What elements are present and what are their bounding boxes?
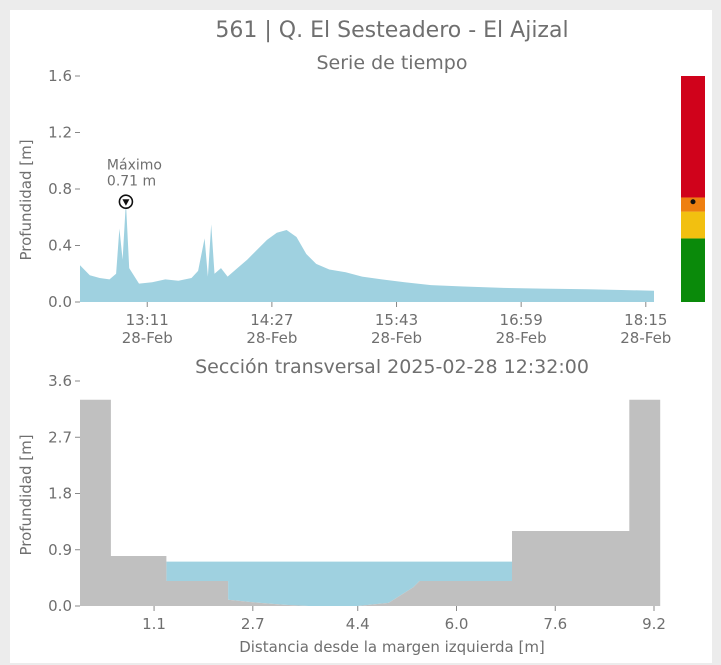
- alert-level-segment: [681, 238, 705, 302]
- timeseries-x-tick-date: 28-Feb: [246, 329, 297, 347]
- section-y-axis: 0.0 0.9 1.8 2.7 3.6: [48, 372, 80, 615]
- page-title: 561 | Q. El Sesteadero - El Ajizal: [215, 18, 568, 43]
- timeseries-y-tick-label: 0.0: [48, 293, 72, 311]
- timeseries-y-tick-label: 0.4: [48, 237, 72, 255]
- section-y-tick-label: 3.6: [48, 372, 72, 390]
- chart-canvas: 561 | Q. El Sesteadero - El Ajizal Serie…: [17, 18, 705, 656]
- timeseries-ylabel: Profundidad [m]: [17, 139, 35, 260]
- section-y-tick-label: 2.7: [48, 428, 72, 446]
- alert-level-segment: [681, 211, 705, 239]
- timeseries-x-tick-date: 28-Feb: [620, 329, 671, 347]
- max-annotation: Máximo 0.71 m: [107, 158, 162, 210]
- section-xlabel: Distancia desde la margen izquierda [m]: [239, 638, 545, 656]
- max-annotation-label: Máximo: [107, 158, 162, 174]
- section-water: [166, 561, 512, 606]
- section-ground: [80, 399, 661, 606]
- alert-level-bar: [681, 76, 705, 302]
- section-x-axis: 1.1 2.7 4.4 6.0 7.6 9.2: [142, 606, 666, 633]
- timeseries-x-tick-time: 14:27: [250, 311, 293, 329]
- timeseries-x-tick-date: 28-Feb: [496, 329, 547, 347]
- section-x-tick-label: 9.2: [642, 615, 666, 633]
- alert-current-marker: [690, 199, 696, 205]
- timeseries-area: [80, 201, 654, 302]
- timeseries-y-tick-label: 1.6: [48, 67, 72, 85]
- section-x-tick-label: 6.0: [445, 615, 469, 633]
- timeseries-x-axis: 13:1128-Feb14:2728-Feb15:4328-Feb16:5928…: [122, 302, 671, 347]
- timeseries-y-tick-label: 0.8: [48, 180, 72, 198]
- timeseries-title: Serie de tiempo: [317, 52, 468, 74]
- timeseries-x-tick-time: 13:11: [126, 311, 169, 329]
- section-x-tick-label: 7.6: [543, 615, 567, 633]
- alert-level-segment: [681, 197, 705, 212]
- timeseries-x-tick-date: 28-Feb: [122, 329, 173, 347]
- max-annotation-value: 0.71 m: [107, 174, 156, 190]
- section-y-tick-label: 1.8: [48, 485, 72, 503]
- section-x-tick-label: 2.7: [241, 615, 265, 633]
- section-title: Sección transversal 2025-02-28 12:32:00: [195, 356, 589, 378]
- timeseries-x-tick-time: 16:59: [500, 311, 543, 329]
- timeseries-y-axis: 0.0 0.4 0.8 1.2 1.6: [48, 67, 80, 311]
- section-y-tick-label: 0.9: [48, 541, 72, 559]
- section-x-tick-label: 1.1: [142, 615, 166, 633]
- timeseries-x-tick-date: 28-Feb: [371, 329, 422, 347]
- timeseries-x-tick-time: 15:43: [375, 311, 418, 329]
- chart-card: 561 | Q. El Sesteadero - El Ajizal Serie…: [10, 10, 712, 663]
- alert-level-segment: [681, 76, 705, 198]
- section-ylabel: Profundidad [m]: [17, 434, 35, 555]
- max-marker-triangle: [122, 199, 130, 206]
- section-x-tick-label: 4.4: [346, 615, 370, 633]
- section-y-tick-label: 0.0: [48, 597, 72, 615]
- timeseries-x-tick-time: 18:15: [624, 311, 667, 329]
- timeseries-y-tick-label: 1.2: [48, 124, 72, 142]
